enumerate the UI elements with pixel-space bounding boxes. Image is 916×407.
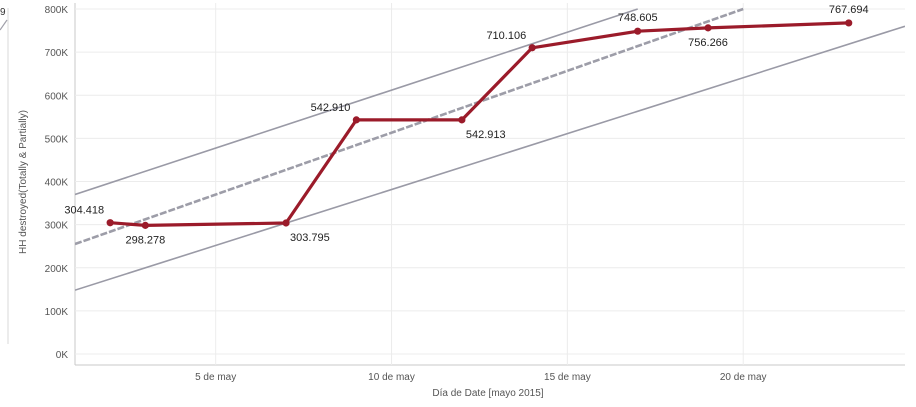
grid-lines: [75, 3, 905, 365]
trend-center-line: [75, 7, 744, 246]
x-tick-label: 15 de may: [544, 372, 591, 383]
y-tick-label: 300K: [45, 221, 69, 232]
y-tick-label: 200K: [45, 264, 69, 275]
y-tick-label: 500K: [45, 134, 69, 145]
y-tick-label: 400K: [45, 178, 69, 189]
y-tick-label: 600K: [45, 91, 69, 102]
y-tick-label: 0K: [56, 350, 69, 361]
data-point: [352, 116, 360, 124]
x-tick-label: 5 de may: [195, 372, 236, 383]
x-axis-title: Día de Date [mayo 2015]: [432, 388, 543, 399]
data-label: 542.910: [311, 102, 351, 114]
data-points: [106, 19, 853, 229]
data-point: [282, 219, 290, 227]
data-label: 303.795: [290, 232, 330, 244]
data-point: [845, 19, 853, 27]
data-point: [141, 221, 149, 229]
y-axis-title: HH destroyed(Totally & Partially): [18, 110, 29, 254]
trend-upper-band: [75, 8, 638, 196]
trend-lower-band: [75, 25, 905, 291]
data-label: 298.278: [125, 234, 165, 246]
data-point: [528, 44, 536, 52]
y-tick-label: 100K: [45, 307, 69, 318]
left-panel-clipped-value: 9: [0, 7, 6, 18]
data-label: 710.106: [486, 30, 526, 42]
y-tick-labels: 0K 100K 200K 300K 400K 500K 600K 700K 800K: [45, 5, 69, 361]
x-tick-labels: 5 de may 10 de may 15 de may 20 de may: [195, 372, 766, 383]
data-label: 767.694: [829, 4, 869, 16]
x-tick-label: 10 de may: [368, 372, 415, 383]
left-panel-trend-fragment: [0, 19, 8, 31]
data-label: 542.913: [466, 129, 506, 141]
trend-lines: [75, 7, 905, 291]
data-point: [458, 116, 466, 124]
data-label: 304.418: [64, 205, 104, 217]
data-point: [634, 27, 642, 35]
data-point: [704, 24, 712, 32]
data-labels: 304.418 298.278 303.795 542.910 542.913 710.1…: [64, 4, 868, 246]
y-tick-label: 700K: [45, 48, 69, 59]
y-tick-label: 800K: [45, 5, 69, 16]
x-tick-label: 20 de may: [720, 372, 767, 383]
series-line: [110, 21, 849, 227]
series-polyline: [110, 21, 849, 227]
data-label: 756.266: [688, 37, 728, 49]
data-point: [106, 219, 114, 227]
data-label: 748.605: [618, 12, 658, 24]
